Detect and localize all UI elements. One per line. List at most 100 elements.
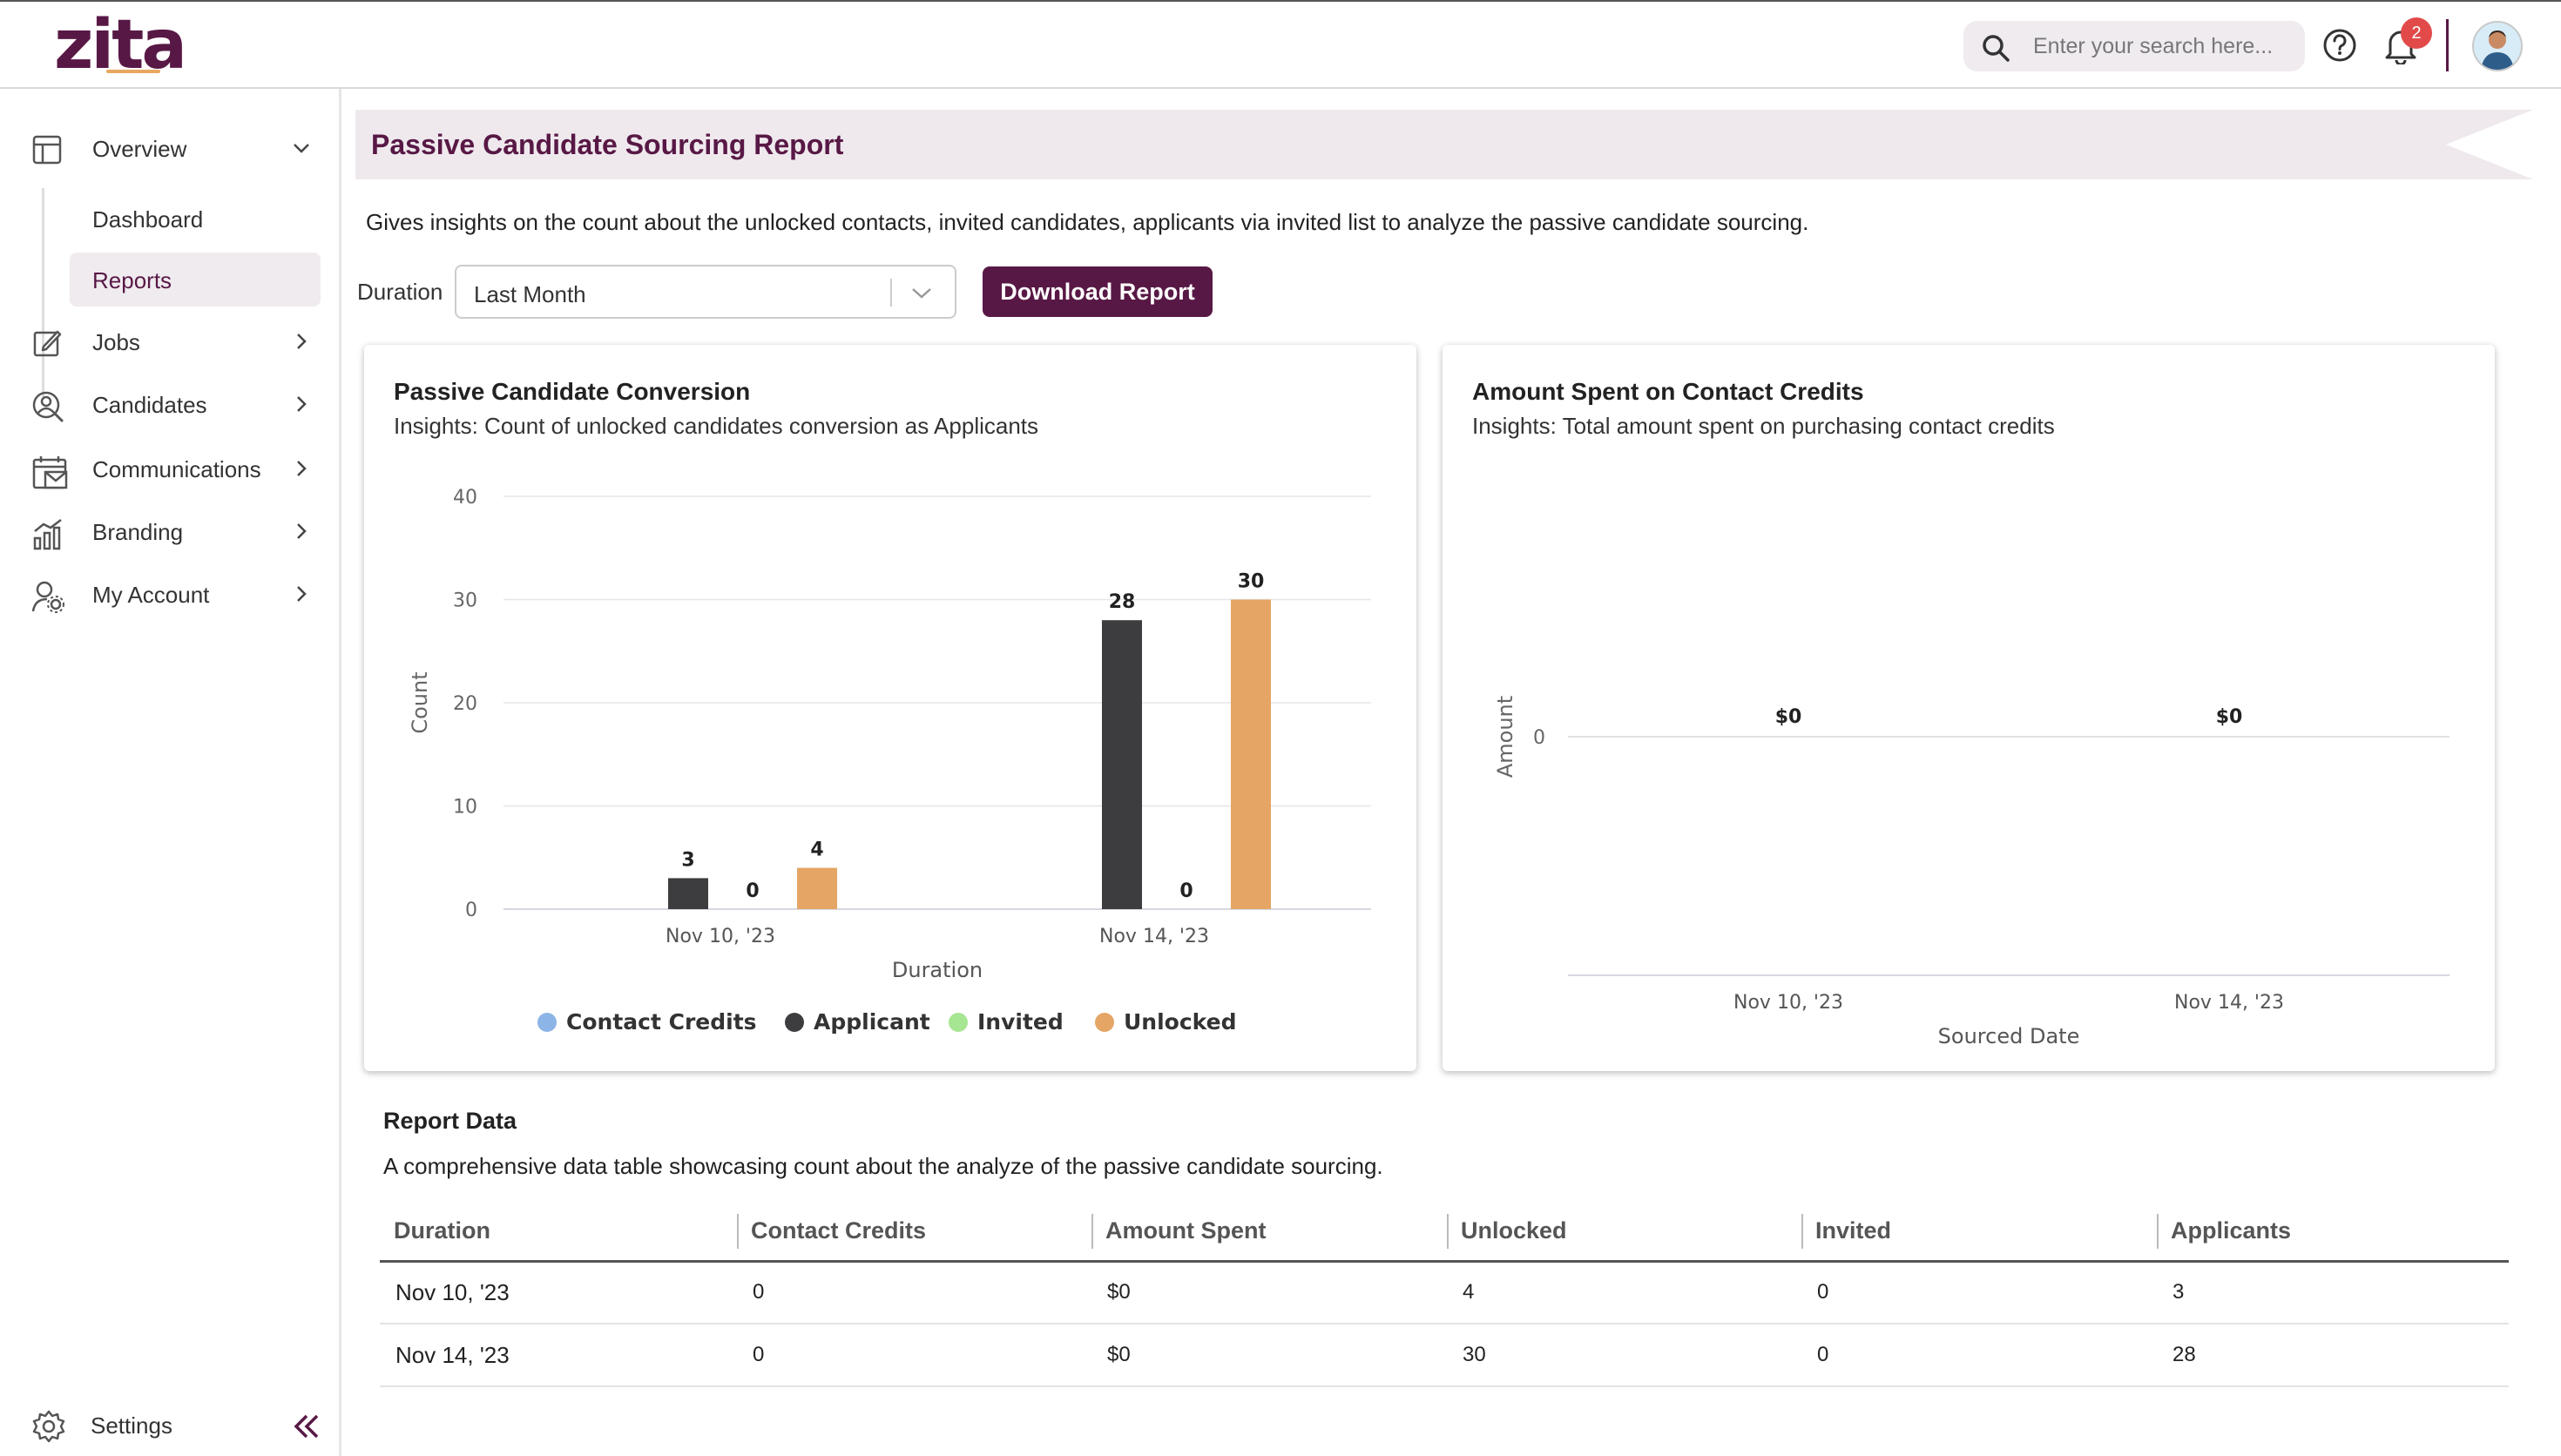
- chart-title: Passive Candidate Conversion: [394, 378, 751, 405]
- sidebar-item-label: Reports: [92, 267, 172, 293]
- page-description: Gives insights on the count about the un…: [366, 209, 1809, 235]
- data-label: 30: [1238, 571, 1265, 593]
- x-tick-label: Nov 10, '23: [1733, 992, 1843, 1014]
- y-tick-label: 0: [1533, 727, 1545, 749]
- column-header-label: Invited: [1815, 1217, 1892, 1244]
- sidebar-item-reports[interactable]: Reports: [70, 253, 321, 307]
- data-label: 4: [810, 839, 823, 861]
- column-header-label: Duration: [394, 1217, 490, 1244]
- candidates-icon: [32, 391, 64, 422]
- sidebar-item-label: My Account: [92, 582, 210, 608]
- column-separator: [2157, 1214, 2159, 1249]
- select-separator: [890, 279, 892, 307]
- search-input[interactable]: [2033, 30, 2286, 63]
- table-cell: Nov 14, '23: [380, 1324, 737, 1387]
- chevron-right-icon: [297, 523, 307, 539]
- x-tick-label: Nov 14, '23: [1099, 926, 1209, 947]
- legend-label: Invited: [977, 1009, 1064, 1035]
- legend-marker: [537, 1013, 557, 1032]
- zita-logo[interactable]: zita: [54, 6, 187, 84]
- y-tick-label: 30: [453, 590, 477, 612]
- table-cell: Nov 10, '23: [380, 1261, 737, 1325]
- page-title-banner: [355, 110, 2533, 179]
- column-header-duration[interactable]: Duration: [380, 1202, 737, 1263]
- logo-accent: [106, 70, 160, 73]
- jobs-icon: [33, 330, 62, 357]
- table-cell: 0: [1801, 1261, 2157, 1325]
- column-header-unlocked[interactable]: Unlocked: [1447, 1202, 1801, 1263]
- y-axis-label: Count: [408, 671, 432, 733]
- legend-marker: [1095, 1013, 1114, 1032]
- legend-marker: [949, 1013, 968, 1032]
- sidebar-item-label: Candidates: [92, 392, 207, 418]
- sidebar-item-label: Jobs: [92, 329, 140, 355]
- chevron-right-icon: [297, 461, 307, 476]
- column-header-invited[interactable]: Invited: [1801, 1202, 2157, 1263]
- column-header-amount-spent[interactable]: Amount Spent: [1091, 1202, 1447, 1263]
- y-tick-label: 10: [453, 797, 477, 819]
- chevron-right-icon: [297, 334, 307, 349]
- y-tick-label: 20: [453, 693, 477, 715]
- sidebar-item-jobs[interactable]: Jobs: [0, 313, 341, 369]
- report-data-title: Report Data: [383, 1108, 517, 1134]
- legend-marker: [785, 1013, 804, 1032]
- chart-subtitle: Insights: Total amount spent on purchasi…: [1472, 413, 2055, 439]
- search-box[interactable]: [1963, 21, 2305, 71]
- sidebar-item-label: Overview: [92, 136, 187, 162]
- x-axis-label: Duration: [892, 958, 983, 982]
- table-cell: $0: [1091, 1324, 1447, 1387]
- user-avatar[interactable]: [2472, 21, 2523, 71]
- column-header-label: Unlocked: [1461, 1217, 1567, 1244]
- sidebar-item-settings[interactable]: Settings: [0, 1397, 341, 1453]
- sidebar-item-my-account[interactable]: My Account: [0, 566, 341, 622]
- table-cell: 3: [2157, 1261, 2509, 1325]
- sidebar-item-candidates[interactable]: Candidates: [0, 376, 341, 432]
- table-cell: 0: [1801, 1324, 2157, 1387]
- sidebar-item-overview[interactable]: Overview: [0, 120, 341, 176]
- branding-icon: [33, 519, 62, 550]
- report-data-description: A comprehensive data table showcasing co…: [383, 1153, 1383, 1179]
- page-title: Passive Candidate Sourcing Report: [371, 129, 844, 160]
- column-header-label: Contact Credits: [751, 1217, 927, 1244]
- data-label: 28: [1109, 591, 1136, 613]
- report-data-table: Duration Contact Credits Amount Spent Un…: [380, 1202, 2509, 1387]
- table-row: Nov 10, '23 0 $0 4 0 3: [380, 1261, 2509, 1325]
- download-report-button[interactable]: Download Report: [983, 266, 1213, 317]
- table-cell: 4: [1447, 1261, 1801, 1325]
- gear-icon: [32, 1410, 65, 1443]
- x-axis-label: Sourced Date: [1938, 1024, 2080, 1048]
- amount-chart-card: Amount Spent on Contact Credits Insights…: [1443, 345, 2495, 1071]
- bar: [668, 878, 708, 909]
- column-header-contact-credits[interactable]: Contact Credits: [737, 1202, 1091, 1263]
- sidebar-item-communications[interactable]: Communications: [0, 441, 341, 496]
- sidebar-item-label: Branding: [92, 519, 184, 545]
- bar: [1231, 599, 1271, 909]
- sidebar-item-branding[interactable]: Branding: [0, 503, 341, 559]
- table-header-row: Duration Contact Credits Amount Spent Un…: [380, 1202, 2509, 1263]
- data-label: $0: [2216, 706, 2243, 728]
- x-tick-label: Nov 14, '23: [2174, 992, 2284, 1014]
- legend-label: Applicant: [814, 1009, 930, 1035]
- legend-label: Contact Credits: [566, 1009, 757, 1035]
- sidebar-item-label: Dashboard: [92, 206, 204, 233]
- y-axis-label: Amount: [1493, 696, 1517, 778]
- column-separator: [1091, 1214, 1093, 1249]
- sidebar-item-dashboard[interactable]: Dashboard: [70, 192, 321, 246]
- data-label: 0: [746, 880, 759, 902]
- duration-select[interactable]: Last Month: [455, 265, 956, 319]
- duration-selected-value: Last Month: [474, 281, 586, 307]
- data-label: 3: [681, 849, 694, 871]
- y-tick-label: 0: [465, 900, 477, 921]
- help-icon[interactable]: [2322, 28, 2357, 63]
- column-header-label: Applicants: [2171, 1217, 2292, 1244]
- my-account-icon: [31, 581, 64, 613]
- table-cell: 0: [737, 1261, 1091, 1325]
- collapse-sidebar-icon[interactable]: [291, 1411, 322, 1442]
- column-separator: [1801, 1214, 1803, 1249]
- chevron-down-icon: [912, 288, 931, 299]
- top-bar: zita 2: [0, 0, 2561, 89]
- avatar-icon: [2481, 30, 2514, 70]
- x-tick-label: Nov 10, '23: [666, 926, 775, 947]
- column-header-applicants[interactable]: Applicants: [2157, 1202, 2509, 1263]
